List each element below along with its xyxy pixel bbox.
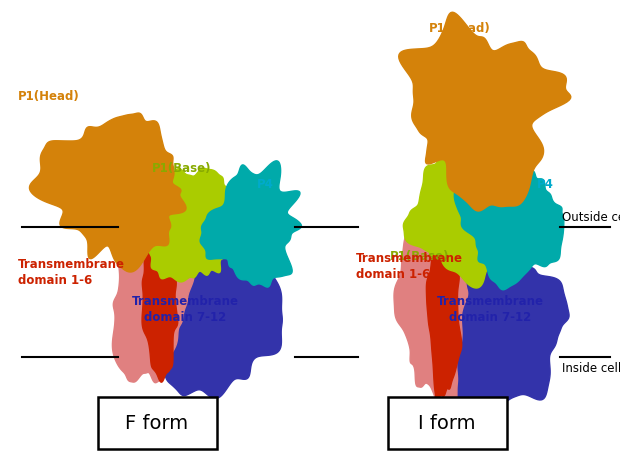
Text: I form: I form — [418, 413, 476, 432]
Text: P1(Base): P1(Base) — [152, 162, 211, 175]
Text: Transmembrane
domain 7-12: Transmembrane domain 7-12 — [436, 295, 544, 324]
Polygon shape — [200, 162, 301, 288]
Polygon shape — [427, 213, 462, 404]
Polygon shape — [142, 200, 178, 382]
FancyBboxPatch shape — [388, 397, 507, 449]
Text: Outside cell: Outside cell — [562, 211, 620, 224]
Polygon shape — [135, 169, 248, 282]
Text: P1(Head): P1(Head) — [18, 90, 80, 103]
FancyBboxPatch shape — [98, 397, 217, 449]
Polygon shape — [30, 114, 186, 272]
Polygon shape — [454, 165, 564, 290]
Text: P1(Head): P1(Head) — [429, 22, 491, 35]
Text: P4: P4 — [537, 178, 554, 191]
Text: Transmembrane
domain 1-6: Transmembrane domain 1-6 — [356, 251, 463, 281]
Polygon shape — [137, 188, 282, 399]
Polygon shape — [394, 213, 467, 405]
Polygon shape — [399, 13, 571, 212]
Text: P4: P4 — [257, 178, 274, 191]
Text: P1(Base): P1(Base) — [390, 250, 450, 263]
Text: Transmembrane
domain 1-6: Transmembrane domain 1-6 — [18, 257, 125, 287]
Polygon shape — [112, 200, 194, 383]
Text: Inside cell: Inside cell — [562, 361, 620, 374]
Text: Transmembrane
domain 7-12: Transmembrane domain 7-12 — [131, 295, 239, 324]
Text: F form: F form — [125, 413, 188, 432]
Polygon shape — [404, 147, 502, 288]
Polygon shape — [410, 208, 569, 417]
